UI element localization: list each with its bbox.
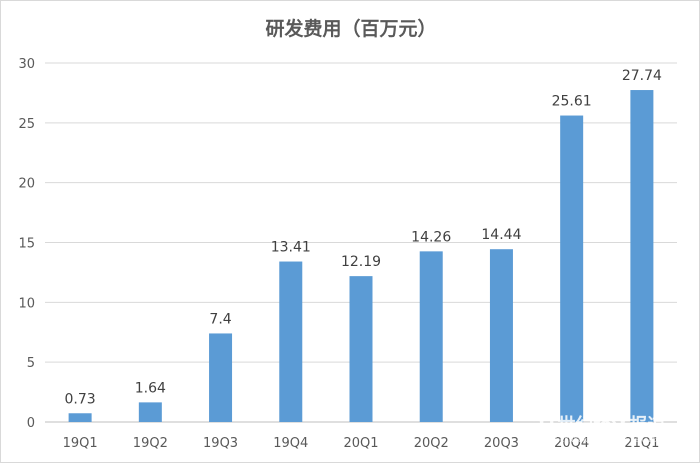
bar-19q4	[279, 261, 303, 422]
data-label: 25.61	[552, 94, 592, 110]
data-label: 12.19	[341, 254, 381, 270]
y-tick-label: 25	[18, 117, 35, 132]
data-label: 7.4	[209, 311, 231, 327]
x-tick-label: 20Q2	[414, 436, 449, 451]
x-tick-label: 21Q1	[624, 436, 659, 451]
data-label: 27.74	[622, 68, 662, 84]
data-label: 14.26	[411, 229, 451, 245]
data-label: 1.64	[135, 380, 166, 396]
chart-title: 研发费用（百万元）	[265, 17, 436, 40]
watermark-text: 21世纪经济报道	[532, 414, 665, 436]
y-tick-label: 30	[18, 57, 35, 72]
x-tick-label: 19Q3	[203, 436, 238, 451]
y-tick-label: 0	[27, 416, 35, 431]
y-tick-label: 20	[18, 177, 35, 192]
bar-20q3	[489, 249, 513, 422]
y-tick-label: 5	[27, 356, 35, 371]
y-tick-label: 15	[18, 237, 35, 252]
bar-20q1	[349, 276, 373, 422]
y-tick-label: 10	[18, 296, 35, 311]
x-tick-label: 19Q4	[273, 436, 308, 451]
y-axis-ticks: 0 5 10 15 20 25 30	[18, 57, 35, 431]
bar-19q1	[68, 413, 92, 422]
x-axis-ticks: 19Q1 19Q2 19Q3 19Q4 20Q1 20Q2 20Q3 20Q4 21Q1	[63, 436, 660, 451]
data-label: 13.41	[271, 240, 311, 256]
data-label: 0.73	[65, 391, 96, 407]
bar-19q3	[209, 333, 233, 422]
x-tick-label: 20Q3	[484, 436, 519, 451]
watermark-subtext: 21ST CENTURY BUSINESS HERALD	[540, 437, 657, 444]
bar-20q4	[560, 115, 584, 423]
data-labels: 0.73 1.64 7.4 13.41 12.19 14.26 14.44 25.61 27.7…	[65, 68, 662, 407]
bar-20q2	[419, 251, 443, 422]
bar-21q1	[630, 90, 654, 422]
data-label: 14.44	[481, 227, 521, 243]
x-tick-label: 19Q1	[63, 436, 98, 451]
bar-19q2	[138, 402, 162, 422]
x-tick-label: 20Q1	[343, 436, 378, 451]
watermark-logo: 21世纪经济报道 21ST CENTURY BUSINESS HERALD	[532, 414, 665, 444]
x-tick-label: 19Q2	[133, 436, 168, 451]
x-tick-label: 20Q4	[554, 436, 589, 451]
bars	[68, 90, 654, 423]
